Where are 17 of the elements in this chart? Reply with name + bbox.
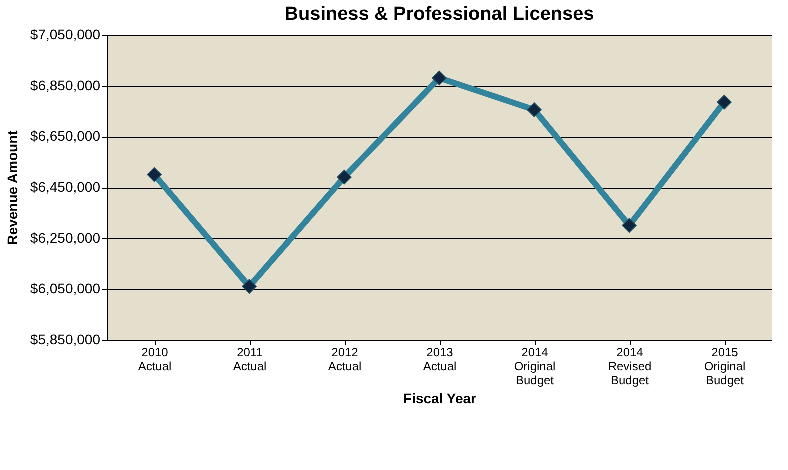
y-tick-label: $6,450,000 (30, 179, 101, 195)
y-tick-label: $5,850,000 (30, 332, 101, 348)
x-tick-label: 2013 Actual (423, 346, 457, 374)
y-tick-label: $6,050,000 (30, 280, 101, 297)
x-tick-label: 2010 Actual (138, 346, 172, 374)
chart-title: Business & Professional Licenses (284, 4, 594, 25)
y-tick-label: $6,650,000 (30, 128, 101, 144)
x-tick-label: 2014 Revised Budget (608, 346, 652, 388)
x-tick-label: 2014 Original Budget (514, 346, 556, 388)
x-tick-label: 2015 Original Budget (704, 346, 746, 388)
y-tick-label: $6,250,000 (30, 230, 101, 246)
y-axis-title: Revenue Amount (4, 130, 20, 246)
x-tick-label: 2012 Actual (328, 346, 362, 374)
y-tick-label: $7,050,000 (30, 26, 101, 42)
x-tick-label: 2011 Actual (233, 346, 267, 374)
y-tick-label: $6,850,000 (30, 77, 101, 94)
x-axis-title: Fiscal Year (404, 390, 478, 406)
